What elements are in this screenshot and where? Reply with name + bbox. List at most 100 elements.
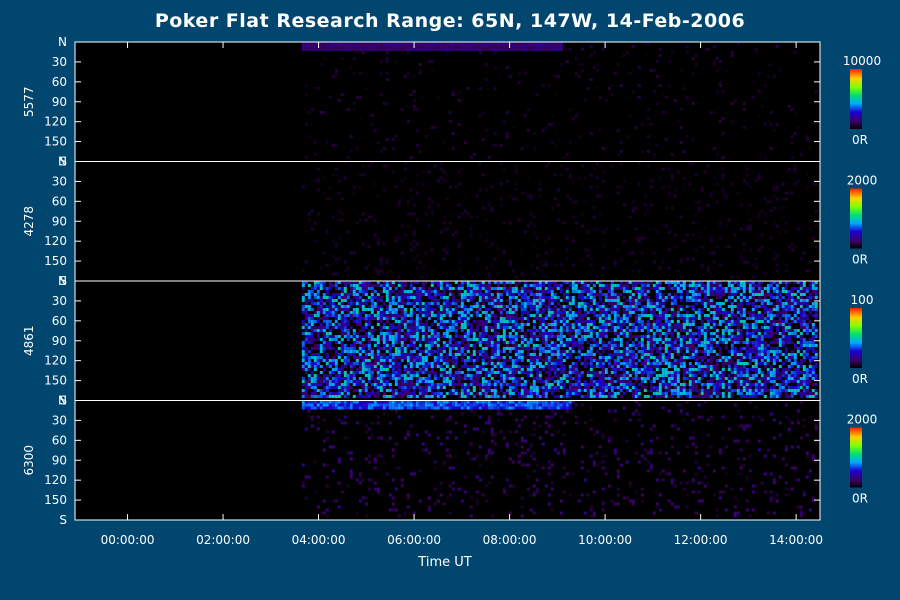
intensity-cell <box>598 326 602 329</box>
intensity-cell <box>634 296 638 299</box>
intensity-cell <box>670 51 674 54</box>
intensity-cell <box>379 45 383 48</box>
intensity-cell <box>643 371 647 374</box>
intensity-cell <box>403 386 407 389</box>
intensity-cell <box>583 290 587 293</box>
intensity-cell <box>601 380 605 383</box>
intensity-cell <box>673 194 677 198</box>
intensity-cell <box>616 356 620 359</box>
intensity-cell <box>385 305 389 308</box>
intensity-cell <box>721 117 725 120</box>
intensity-cell <box>559 290 563 293</box>
intensity-cell <box>358 341 362 344</box>
intensity-cell <box>397 374 401 377</box>
intensity-cell <box>538 287 542 290</box>
intensity-cell <box>604 284 608 287</box>
intensity-cell <box>355 338 359 341</box>
intensity-cell <box>703 170 707 174</box>
intensity-cell <box>604 356 608 359</box>
intensity-cell <box>736 275 740 279</box>
intensity-cell <box>526 144 530 147</box>
intensity-cell <box>550 389 554 392</box>
intensity-cell <box>412 293 416 296</box>
intensity-cell <box>625 383 629 386</box>
intensity-cell <box>505 305 509 308</box>
intensity-cell <box>472 293 476 296</box>
intensity-cell <box>412 245 416 249</box>
intensity-cell <box>400 108 404 111</box>
intensity-cell <box>640 123 644 126</box>
intensity-cell <box>358 284 362 287</box>
intensity-cell <box>775 263 779 267</box>
intensity-cell <box>472 320 476 323</box>
intensity-cell <box>595 305 599 308</box>
intensity-cell <box>565 153 569 156</box>
intensity-cell <box>610 377 614 380</box>
intensity-cell <box>415 45 419 48</box>
intensity-cell <box>544 380 548 383</box>
intensity-cell <box>631 251 635 255</box>
intensity-cell <box>571 299 575 302</box>
intensity-cell <box>631 383 635 386</box>
intensity-cell <box>418 392 422 395</box>
intensity-cell <box>412 108 416 111</box>
intensity-cell <box>457 284 461 287</box>
intensity-cell <box>343 329 347 332</box>
intensity-cell <box>472 344 476 347</box>
intensity-cell <box>673 344 677 347</box>
intensity-cell <box>466 296 470 299</box>
intensity-cell <box>373 314 377 317</box>
intensity-cell <box>562 365 566 368</box>
intensity-cell <box>646 284 650 287</box>
intensity-cell <box>427 197 431 201</box>
intensity-cell <box>511 365 515 368</box>
intensity-cell <box>556 45 560 48</box>
intensity-cell <box>385 311 389 314</box>
intensity-cell <box>478 323 482 326</box>
y-tick-label: N <box>58 35 67 49</box>
intensity-cell <box>304 353 308 356</box>
intensity-cell <box>316 302 320 305</box>
intensity-cell <box>400 344 404 347</box>
intensity-cell <box>532 377 536 380</box>
intensity-cell <box>685 99 689 102</box>
intensity-cell <box>307 305 311 308</box>
intensity-cell <box>670 206 674 210</box>
intensity-cell <box>721 194 725 198</box>
intensity-cell <box>529 221 533 225</box>
intensity-cell <box>571 389 575 392</box>
intensity-cell <box>322 350 326 353</box>
intensity-cell <box>436 281 440 284</box>
intensity-cell <box>457 311 461 314</box>
intensity-cell <box>565 257 569 261</box>
intensity-cell <box>649 353 653 356</box>
intensity-cell <box>472 365 476 368</box>
intensity-cell <box>421 290 425 293</box>
intensity-cell <box>577 380 581 383</box>
intensity-cell <box>418 311 422 314</box>
intensity-cell <box>532 308 536 311</box>
intensity-cell <box>676 308 680 311</box>
intensity-cell <box>457 287 461 290</box>
intensity-cell <box>403 317 407 320</box>
intensity-cell <box>409 341 413 344</box>
intensity-cell <box>364 353 368 356</box>
intensity-cell <box>610 329 614 332</box>
intensity-cell <box>703 227 707 231</box>
intensity-cell <box>343 362 347 365</box>
intensity-cell <box>352 72 356 75</box>
intensity-cell <box>496 371 500 374</box>
intensity-cell <box>421 96 425 99</box>
intensity-cell <box>397 365 401 368</box>
intensity-cell <box>631 395 635 398</box>
intensity-cell <box>478 308 482 311</box>
intensity-cell <box>478 287 482 290</box>
intensity-cell <box>445 353 449 356</box>
intensity-cell <box>409 329 413 332</box>
intensity-cell <box>589 383 593 386</box>
intensity-cell <box>739 203 743 207</box>
intensity-cell <box>499 326 503 329</box>
intensity-cell <box>742 108 746 111</box>
intensity-cell <box>577 359 581 362</box>
intensity-cell <box>589 374 593 377</box>
